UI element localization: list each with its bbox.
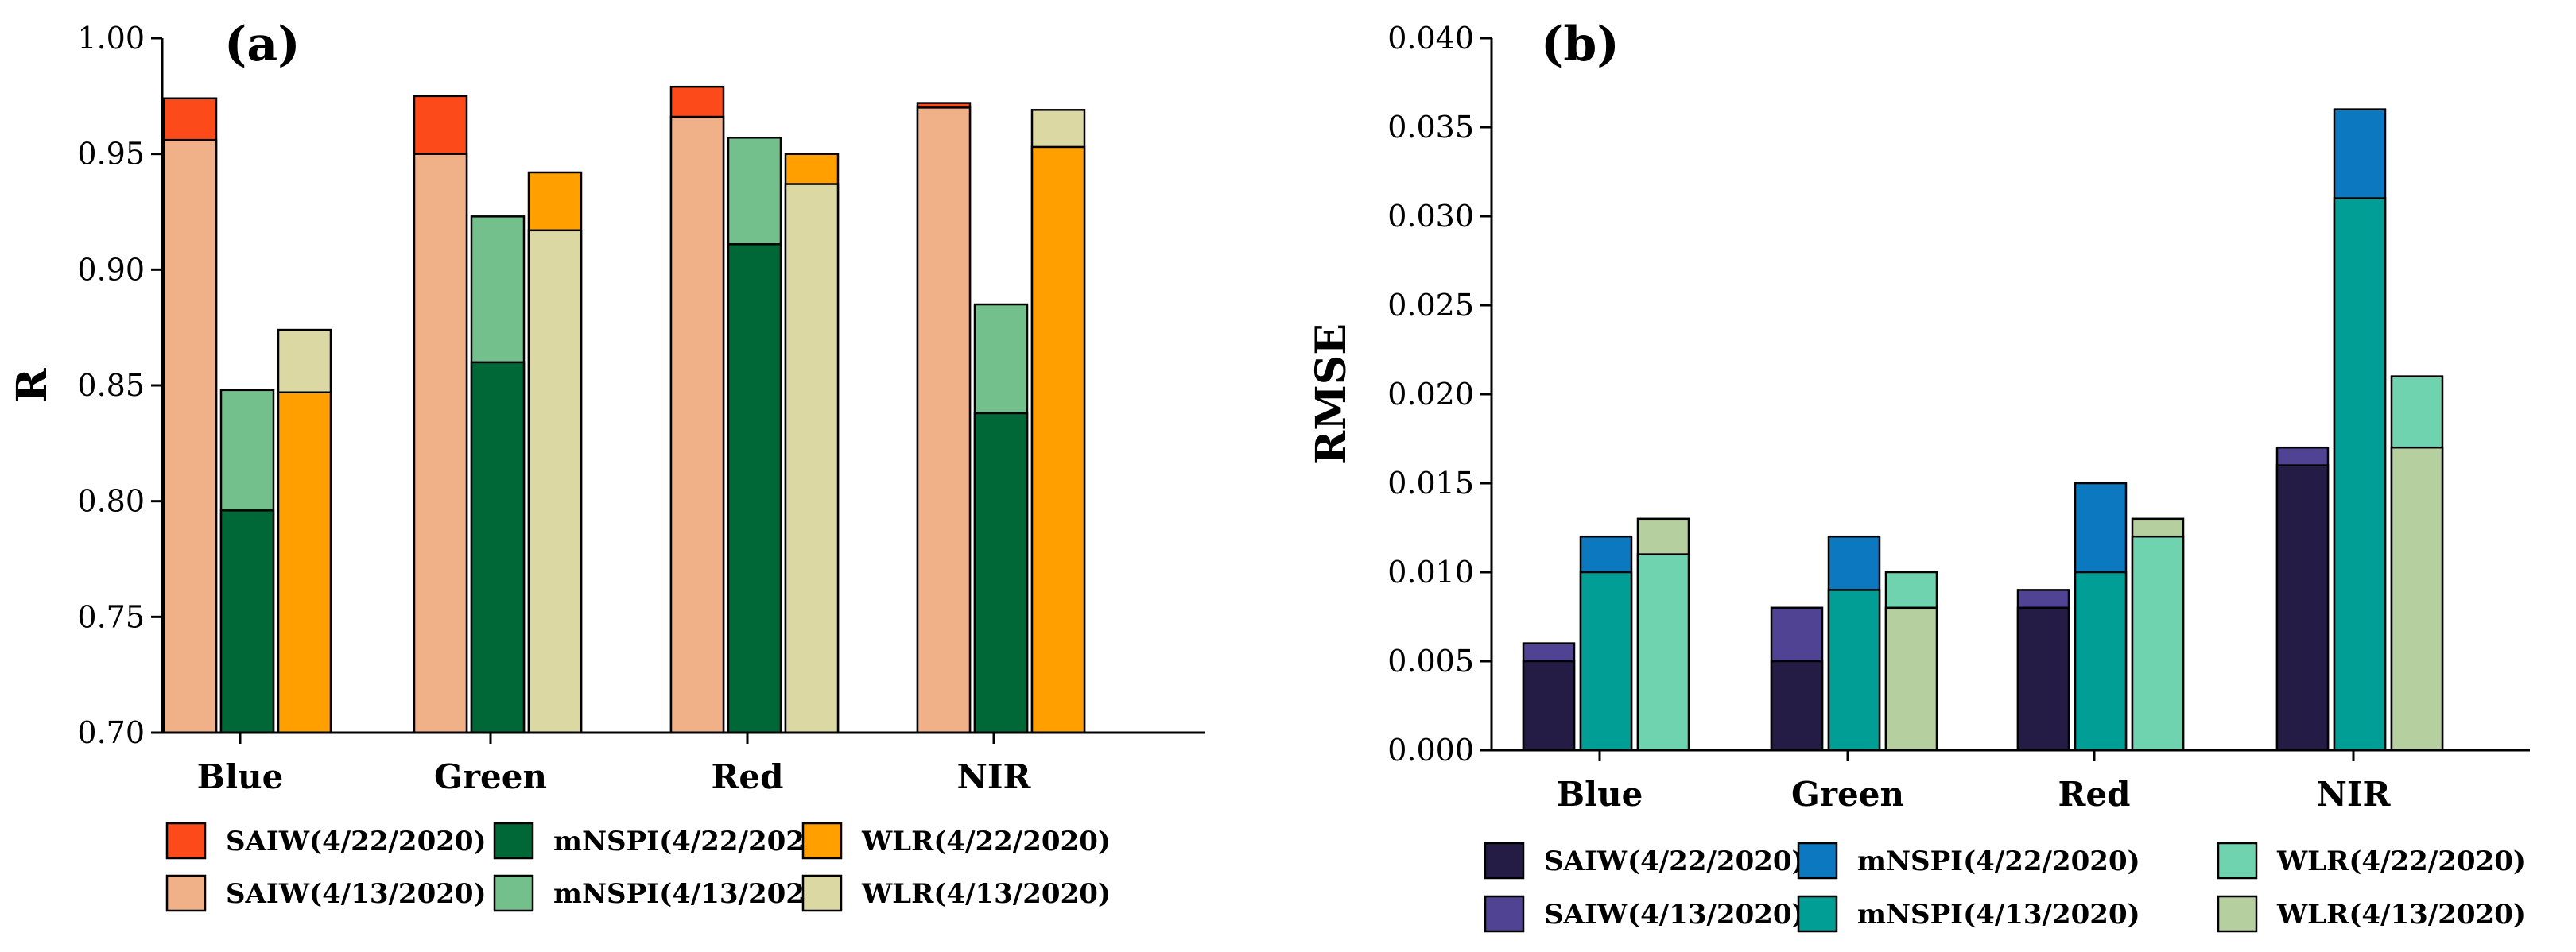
legend-label: SAIW(4/13/2020) [226,878,487,910]
y-tick-label: 0.000 [1387,733,1474,768]
y-tick-label: 1.00 [77,21,145,56]
legend-swatch [1797,895,1838,933]
x-tick-label: Green [1791,775,1904,814]
x-tick-label: NIR [2317,775,2392,814]
legend-label: SAIW(4/13/2020) [1544,899,1805,931]
legend-swatch [801,822,843,860]
y-axis-title: R [8,368,56,403]
bar-mnspi-red-inner [727,243,782,734]
legend-swatch [2217,895,2258,933]
panel-label: (a) [224,17,301,72]
panel-a-chart: Blue Green Red NIR 0.70 0.75 0.80 0.85 0.90 0.95 1… [8,17,1205,912]
bar-wlr-green-inner [1884,606,1938,752]
bar-mnspi-nir-inner [2333,197,2387,752]
legend-swatch [165,874,207,912]
bar-mnspi-green-inner [1827,589,1881,752]
y-tick-label: 0.75 [77,599,145,634]
bar-saiw-red-inner [2016,606,2070,752]
y-tick-label: 0.015 [1387,466,1474,501]
x-tick-label: Blue [1557,775,1643,814]
bar-mnspi-blue-inner [1579,571,1633,752]
legend-label: WLR(4/13/2020) [861,878,1111,910]
y-tick-label: 0.020 [1387,377,1474,412]
bar-wlr-red-inner [2131,535,2185,752]
x-tick-label: Red [2058,775,2131,814]
bar-saiw-green-inner [1770,660,1824,752]
bar-saiw-nir-inner [2275,464,2330,752]
bar-saiw-blue-inner [162,138,218,734]
y-tick-label: 0.025 [1387,288,1474,323]
y-tick-label: 0.90 [77,252,145,287]
bar-wlr-nir-inner [1030,145,1086,734]
legend-swatch [801,874,843,912]
y-tick-label: 0.85 [77,368,145,403]
bar-wlr-blue-inner [1636,553,1690,752]
bar-saiw-red-inner [669,115,725,734]
legend-swatch [1484,895,1525,933]
y-tick-label: 0.70 [77,715,145,750]
x-tick-label: Green [434,757,547,796]
y-axis-title: RMSE [1307,323,1356,465]
x-tick-label: Blue [197,757,284,796]
legend-label: mNSPI(4/13/2020) [553,878,836,910]
legend-label: mNSPI(4/13/2020) [1857,899,2140,931]
legend-label: WLR(4/22/2020) [2276,846,2526,877]
legend-swatch [1484,842,1525,880]
y-tick-label: 0.040 [1387,21,1474,56]
y-tick-label: 0.005 [1387,644,1474,679]
legend-swatch [493,822,534,860]
x-tick-label: NIR [957,757,1032,796]
y-tick-label: 0.010 [1387,555,1474,590]
legend-label: WLR(4/22/2020) [861,826,1111,857]
legend-label: mNSPI(4/22/2020) [553,826,836,857]
y-tick-label: 0.035 [1387,110,1474,145]
x-tick-label: Red [712,757,784,796]
y-tick-label: 0.030 [1387,199,1474,234]
y-tick-label: 0.95 [77,137,145,172]
y-tick-label: 0.80 [77,484,145,519]
legend-swatch [165,822,207,860]
bar-saiw-green-inner [413,153,468,734]
bar-mnspi-nir-inner [973,412,1029,734]
legend-swatch [1797,842,1838,880]
bar-saiw-nir-inner [916,106,972,734]
legend-swatch [493,874,534,912]
panel-label: (b) [1541,17,1620,72]
bar-mnspi-green-inner [470,361,526,734]
bar-mnspi-blue-inner [219,509,275,734]
bar-saiw-blue-inner [1522,660,1576,752]
legend-label: mNSPI(4/22/2020) [1857,846,2140,877]
legend-label: SAIW(4/22/2020) [226,826,487,857]
legend-label: WLR(4/13/2020) [2276,899,2526,931]
bar-wlr-blue-inner [277,391,332,734]
bar-wlr-green-inner [527,229,583,734]
bar-wlr-nir-inner [2390,446,2444,752]
bar-wlr-red-inner [784,183,840,734]
legend-swatch [2217,842,2258,880]
legend-label: SAIW(4/22/2020) [1544,846,1805,877]
panel-b-chart: Blue Green Red NIR 0.000 0.005 0.010 0.015 0.020… [1307,17,2530,933]
bar-mnspi-red-inner [2074,571,2128,752]
